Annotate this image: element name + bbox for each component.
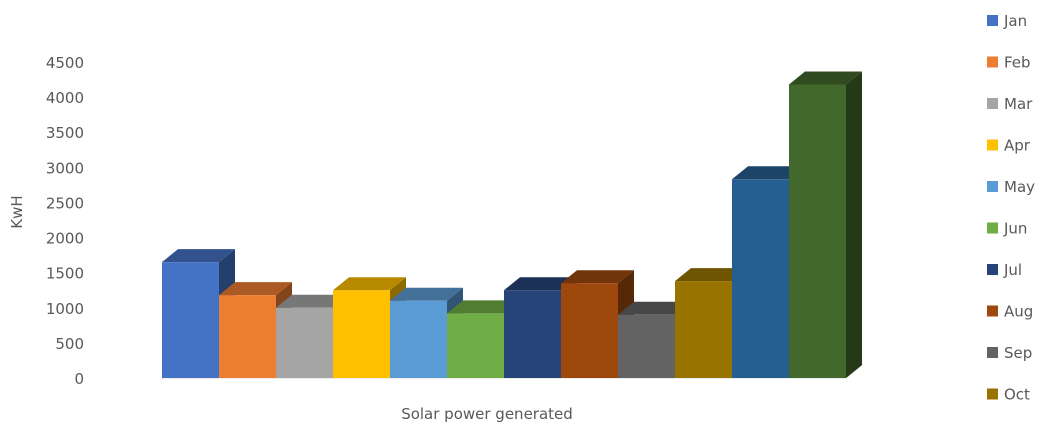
legend-swatch <box>987 56 998 68</box>
y-tick-label: 1000 <box>46 300 84 318</box>
y-tick-label: 2500 <box>46 194 84 212</box>
legend-item: May <box>987 178 1035 196</box>
bar-front <box>789 84 846 379</box>
legend-swatch <box>987 181 998 192</box>
legend-label: Jan <box>1003 12 1027 30</box>
legend-label: Jun <box>1003 220 1027 238</box>
bar-side <box>846 71 862 379</box>
y-tick-label: 2000 <box>46 230 84 248</box>
bars <box>162 71 862 379</box>
legend-label: Feb <box>1004 54 1031 72</box>
y-tick-label: 3500 <box>46 124 84 142</box>
y-tick-label: 1500 <box>46 265 84 283</box>
legend-swatch <box>987 98 998 109</box>
legend-swatch <box>987 222 998 234</box>
legend-label: Apr <box>1004 137 1031 155</box>
legend-swatch <box>987 15 998 26</box>
legend-item: Aug <box>987 303 1033 321</box>
legend-item: Jan <box>987 12 1027 30</box>
bar-front <box>447 313 504 378</box>
legend-item: Apr <box>987 137 1031 155</box>
legend-label: Mar <box>1004 95 1033 113</box>
bar-top <box>390 287 463 301</box>
legend-swatch <box>987 305 998 317</box>
bar-top <box>219 282 292 296</box>
bar-top <box>561 270 634 284</box>
bar-top <box>675 268 748 282</box>
y-tick-label: 4000 <box>46 89 84 107</box>
bar-top <box>276 294 349 308</box>
bar-front <box>162 262 219 378</box>
bar-top <box>618 301 691 315</box>
bar-front <box>618 314 675 378</box>
legend-swatch <box>987 388 998 400</box>
legend-swatch <box>987 347 998 358</box>
legend-label: Sep <box>1004 344 1032 362</box>
bar-front <box>561 283 618 378</box>
y-tick-label: 500 <box>55 335 84 353</box>
bar-front <box>333 290 390 378</box>
legend-label: May <box>1004 178 1035 196</box>
legend-label: Aug <box>1004 303 1033 321</box>
legend-item: Sep <box>987 344 1032 362</box>
legend-item: Jul <box>987 261 1022 279</box>
bar-top <box>732 166 805 180</box>
y-axis: 0 500 1000 1500 2000 2500 3000 3500 4000 4500 <box>46 54 84 388</box>
legend: Jan Feb Mar Apr May Jun Jul Aug Sep Oct <box>987 12 1035 404</box>
bar-front <box>675 281 732 378</box>
legend-label: Jul <box>1003 261 1022 279</box>
legend-swatch <box>987 139 998 151</box>
bar <box>789 71 862 379</box>
bar-top <box>789 71 862 85</box>
y-tick-label: 4500 <box>46 54 84 72</box>
bar-top <box>447 300 520 314</box>
bar-front <box>219 295 276 378</box>
legend-swatch <box>987 264 998 275</box>
legend-item: Jun <box>987 220 1027 238</box>
bar-front <box>732 179 789 378</box>
legend-item: Oct <box>987 386 1030 404</box>
y-tick-label: 3000 <box>46 159 84 177</box>
bar-top <box>504 277 577 291</box>
bar-front <box>504 290 561 378</box>
legend-item: Feb <box>987 54 1031 72</box>
bar-front <box>276 307 333 378</box>
bar-top <box>333 277 406 291</box>
bar-top <box>162 249 235 263</box>
y-tick-label: 0 <box>74 370 84 388</box>
x-axis-title: Solar power generated <box>401 405 573 423</box>
y-axis-title: KwH <box>8 195 26 228</box>
legend-label: Oct <box>1004 386 1030 404</box>
bar-front <box>390 300 447 378</box>
legend-item: Mar <box>987 95 1033 113</box>
